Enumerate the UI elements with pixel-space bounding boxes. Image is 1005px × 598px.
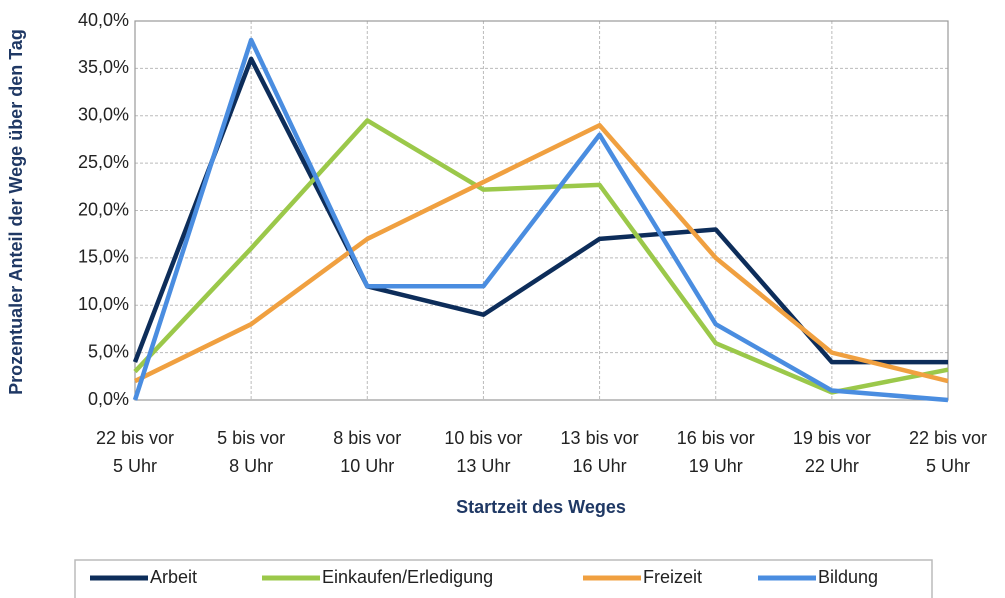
y-tick-label: 5,0%	[88, 341, 129, 361]
x-tick-label: 10 bis vor 13 Uhr	[444, 428, 522, 476]
legend-label: Einkaufen/Erledigung	[322, 567, 493, 587]
series-line	[134, 122, 949, 384]
x-tick-label: 22 bis vor 5 Uhr	[96, 428, 174, 476]
legend-label: Arbeit	[150, 567, 197, 587]
y-tick-label: 15,0%	[78, 247, 129, 267]
x-axis-title: Startzeit des Weges	[456, 497, 626, 517]
y-tick-label: 20,0%	[78, 199, 129, 219]
series-line	[133, 118, 949, 395]
y-tick-label: 40,0%	[78, 10, 129, 30]
y-tick-label: 25,0%	[78, 152, 129, 172]
legend-label: Bildung	[818, 567, 878, 587]
legend-label: Freizeit	[643, 567, 702, 587]
series-line	[132, 37, 949, 403]
y-tick-label: 0,0%	[88, 389, 129, 409]
y-tick-label: 35,0%	[78, 57, 129, 77]
x-tick-label: 5 bis vor 8 Uhr	[217, 428, 285, 476]
plot-border	[134, 20, 949, 401]
x-tick-label: 19 bis vor 22 Uhr	[793, 428, 871, 476]
x-tick-label: 22 bis vor 5 Uhr	[909, 428, 987, 476]
x-tick-label: 16 bis vor 19 Uhr	[677, 428, 755, 476]
y-tick-label: 30,0%	[78, 105, 129, 125]
x-tick-label: 13 bis vor 16 Uhr	[561, 428, 639, 476]
y-tick-label: 10,0%	[78, 294, 129, 314]
x-tick-label: 8 bis vor 10 Uhr	[333, 428, 401, 476]
legend-box	[74, 559, 933, 598]
y-axis-title: Prozentualer Anteil der Wege über den Ta…	[6, 29, 26, 395]
series-line	[132, 56, 948, 365]
